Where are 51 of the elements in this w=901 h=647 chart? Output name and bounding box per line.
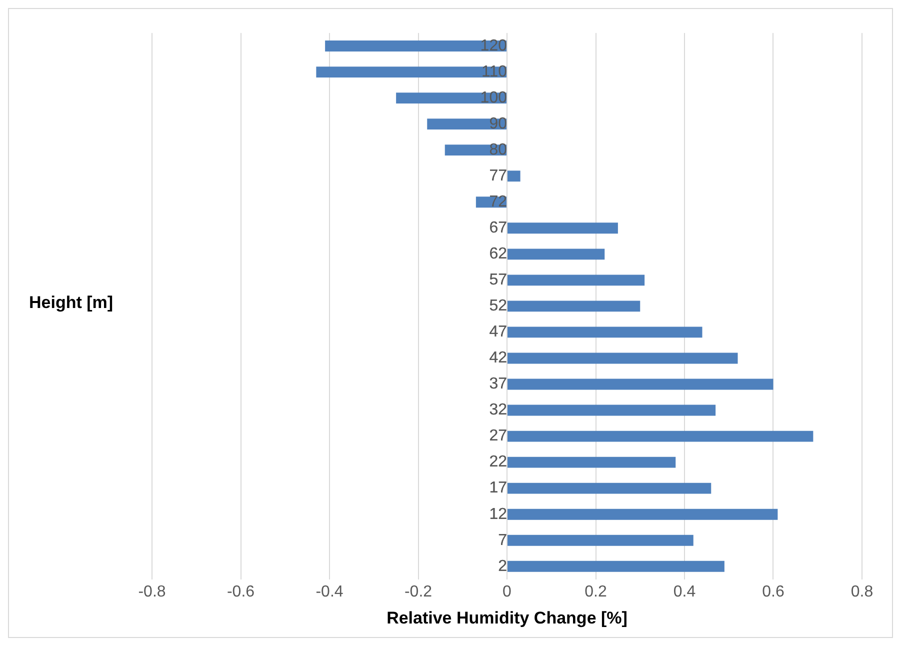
y-tick-label: 42 [489,350,508,367]
bar [396,92,506,104]
x-tick-label: -0.2 [404,583,432,600]
bar [508,430,814,442]
bar [508,352,738,364]
bar [508,222,618,234]
x-tick-label: -0.8 [138,583,166,600]
bar [508,326,702,338]
x-tick-label: 0 [502,583,512,600]
y-tick-label: 100 [480,89,508,106]
bar [508,482,712,494]
y-tick-label: 7 [498,532,508,549]
x-tick-label: -0.4 [316,583,344,600]
y-tick-label: 37 [489,376,508,393]
y-tick-label: 120 [480,37,508,54]
x-axis-title: Relative Humidity Change [%] [386,608,628,628]
x-tick-label: 0.6 [762,583,784,600]
y-tick-label: 2 [498,558,508,575]
bar [427,118,506,130]
bar [316,66,506,78]
bar [325,40,506,52]
y-tick-label: 67 [489,220,508,237]
y-tick-label: 52 [489,298,508,315]
y-tick-label: 47 [489,324,508,341]
y-tick-label: 62 [489,246,508,263]
bar [508,508,778,520]
y-tick-label: 72 [489,194,508,211]
y-tick-label: 80 [489,141,508,158]
y-tick-label: 12 [489,506,508,523]
bar [508,248,605,260]
bar [508,560,724,572]
y-tick-label: 110 [481,63,508,80]
y-tick-label: 90 [489,115,508,132]
bar [508,456,676,468]
y-tick-label: 57 [489,272,508,289]
x-tick-label: 0.4 [673,583,696,600]
y-tick-label: 17 [489,480,508,497]
bar [508,170,520,182]
bar [508,404,716,416]
bar [508,378,774,390]
y-tick-label: 77 [489,168,508,185]
bar [508,300,640,312]
x-tick-label: 0.2 [584,583,607,600]
y-tick-label: 32 [489,402,508,419]
y-tick-label: 27 [489,428,508,445]
x-tick-label: -0.6 [226,583,255,600]
bar [508,274,645,286]
bar [508,534,694,546]
y-axis-title: Height [m] [28,293,114,313]
y-tick-label: 22 [489,454,508,471]
x-tick-label: 0.8 [850,583,874,600]
